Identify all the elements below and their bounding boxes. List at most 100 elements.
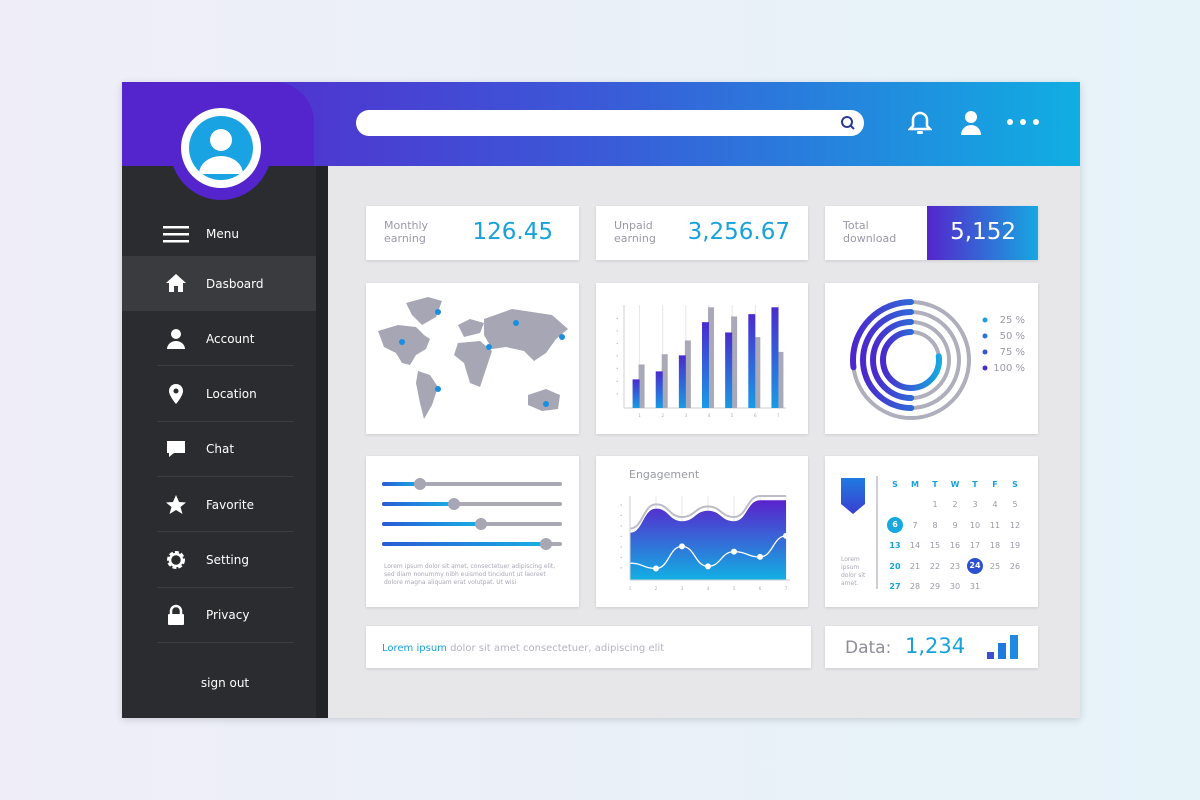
calendar-day[interactable]: 17	[965, 536, 985, 557]
slider-handle[interactable]	[539, 538, 552, 550]
calendar-day[interactable]: 31	[965, 577, 985, 598]
calendar-day[interactable]: 25	[985, 556, 1005, 577]
calendar-day[interactable]: 12	[1005, 515, 1025, 536]
calendar-day[interactable]: 21	[905, 556, 925, 577]
calendar-day[interactable]: 18	[985, 536, 1005, 557]
calendar-day[interactable]: 13	[885, 536, 905, 557]
calendar-day[interactable]: 22	[925, 556, 945, 577]
calendar-day[interactable]: 29	[925, 577, 945, 598]
sidebar-item-account[interactable]: Account	[122, 311, 328, 367]
stat-card-monthly-earning: Monthly earning 126.45	[366, 206, 579, 260]
day-number: 16	[949, 541, 961, 551]
gear-icon	[167, 551, 185, 569]
calendar-day[interactable]: 14	[905, 536, 925, 557]
sign-out-button[interactable]: sign out	[122, 655, 328, 710]
calendar-day[interactable]: 27	[885, 577, 905, 598]
day-number: 26	[1009, 561, 1021, 571]
y-tick: •	[616, 379, 618, 384]
day-number: 20	[889, 561, 901, 571]
day-number: 7	[912, 520, 918, 530]
stat-card-unpaid-earning: Unpaid earning 3,256.67	[596, 206, 808, 260]
calendar-day[interactable]: 4	[985, 495, 1005, 516]
user-avatar-icon	[199, 129, 243, 174]
day-number: 25	[989, 561, 1001, 571]
calendar-grid: S M T W T F S 1 2 3 4 5 6 7 8 9 10 11 12 13 14 15 16 17 18 19 20 21…	[885, 474, 1025, 597]
slider[interactable]	[382, 538, 562, 550]
calendar-note: Lorem ipsum dolor sit amet.	[841, 556, 866, 587]
sidebar-item-setting[interactable]: Setting	[122, 533, 328, 588]
calendar-day[interactable]: 6	[885, 515, 905, 536]
data-point	[757, 553, 763, 560]
day-number: 10	[969, 520, 981, 530]
calendar-day[interactable]: 15	[925, 536, 945, 557]
sidebar-item-label: Location	[206, 387, 257, 402]
banner-highlight: Lorem ipsum	[382, 643, 447, 654]
bell-icon[interactable]	[908, 110, 932, 136]
calendar-day[interactable]: 7	[905, 515, 925, 536]
calendar-day[interactable]: 2	[945, 495, 965, 516]
menu-toggle[interactable]: Menu	[122, 206, 328, 261]
calendar-day[interactable]: 3	[965, 495, 985, 516]
bookmark-icon	[841, 478, 865, 514]
day-number: 11	[989, 520, 1001, 530]
stat-value: 3,256.67	[687, 219, 790, 245]
day-number: 29	[929, 582, 941, 592]
x-tick-label: 1	[629, 586, 632, 591]
calendar-day[interactable]: 30	[945, 577, 965, 598]
stat-label: Monthly earning	[384, 219, 429, 245]
day-number: 21	[909, 561, 921, 571]
day-number: 1	[932, 500, 938, 510]
slider[interactable]	[382, 478, 562, 490]
data-value: 1,234	[905, 634, 966, 658]
calendar-day[interactable]: 16	[945, 536, 965, 557]
bar-series-1	[725, 332, 733, 408]
sidebar-item-chat[interactable]: Chat	[122, 422, 328, 477]
calendar-day[interactable]: 10	[965, 515, 985, 536]
user-icon	[167, 328, 185, 349]
area-outline	[629, 495, 786, 530]
calendar-day[interactable]: 5	[1005, 495, 1025, 516]
sidebar-item-location[interactable]: Location	[122, 367, 328, 422]
legend-marker	[982, 365, 988, 371]
calendar-day[interactable]: 20	[885, 556, 905, 577]
slider[interactable]	[382, 498, 562, 510]
y-tick: •	[620, 503, 622, 508]
banner-text: dolor sit amet consectetuer, adipiscing …	[446, 643, 665, 654]
sidebar-item-privacy[interactable]: Privacy	[122, 588, 328, 643]
calendar-day[interactable]: 19	[1005, 536, 1025, 557]
avatar[interactable]	[170, 96, 272, 200]
search-input[interactable]	[356, 110, 864, 136]
slider[interactable]	[382, 518, 562, 530]
y-tick: •	[616, 366, 618, 371]
x-tick-label: 5	[731, 413, 734, 418]
world-map	[378, 297, 568, 419]
sign-out-label: sign out	[200, 675, 250, 690]
user-icon[interactable]	[960, 110, 982, 136]
sidebar-item-favorite[interactable]: Favorite	[122, 477, 328, 533]
weekday-label: T	[932, 479, 938, 489]
bar-series-2	[731, 316, 738, 408]
bar-series-1	[678, 355, 686, 408]
slider-handle[interactable]	[448, 498, 460, 510]
calendar-day[interactable]: 24	[965, 556, 985, 577]
y-tick: •	[620, 566, 622, 571]
calendar-day[interactable]: 11	[985, 515, 1005, 536]
y-tick: •	[616, 328, 618, 333]
sidebar-item-dasboard[interactable]: Dasboard	[122, 256, 328, 311]
calendar-day[interactable]: 9	[945, 515, 965, 536]
calendar-day[interactable]: 8	[925, 515, 945, 536]
calendar-day[interactable]: 23	[945, 556, 965, 577]
day-number: 31	[969, 582, 981, 592]
slider-handle[interactable]	[475, 518, 487, 530]
x-tick-label: 1	[638, 413, 641, 418]
calendar-day[interactable]: 28	[905, 577, 925, 598]
y-tick: •	[616, 354, 618, 359]
calendar-day[interactable]: 1	[925, 495, 945, 516]
slider-handle[interactable]	[413, 478, 426, 490]
more-icon[interactable]	[1006, 118, 1040, 126]
stat-label: Unpaid earning	[614, 219, 656, 245]
signal-bars-icon	[987, 635, 1018, 659]
search-icon[interactable]	[840, 115, 856, 131]
day-number: 18	[989, 541, 1001, 551]
calendar-day[interactable]: 26	[1005, 556, 1025, 577]
